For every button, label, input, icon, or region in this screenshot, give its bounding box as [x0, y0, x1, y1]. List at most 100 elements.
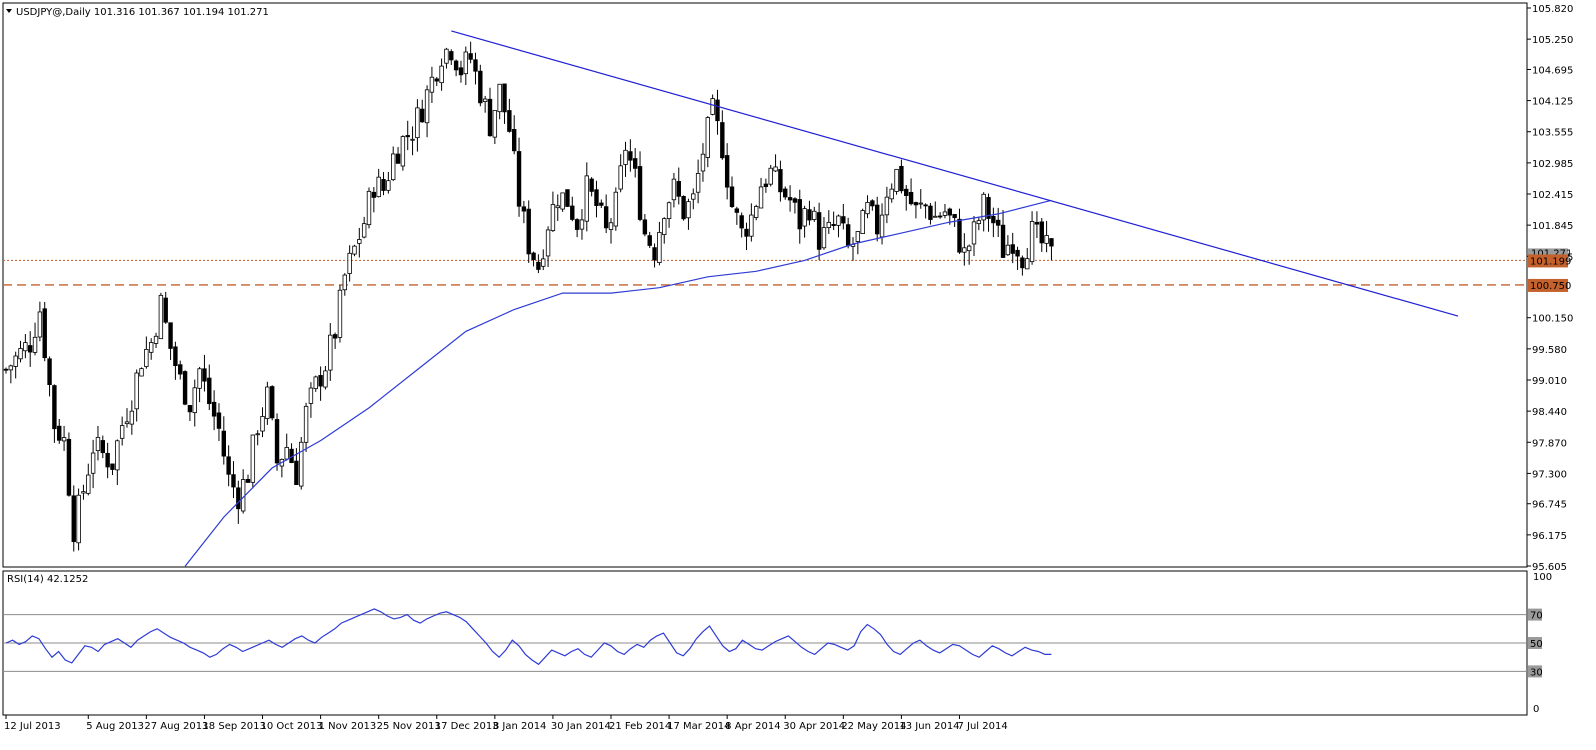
- rsi-line: [5, 608, 1052, 666]
- x-tick-label: 7 Jul 2014: [957, 721, 1007, 732]
- candle-bull: [139, 368, 144, 377]
- candle-bull: [976, 220, 982, 225]
- candle-bear: [628, 151, 633, 161]
- candle-bull: [37, 311, 43, 338]
- candle-bull: [250, 434, 256, 483]
- candle-bull: [1044, 235, 1049, 244]
- x-tick-label: 25 Nov 2013: [377, 721, 441, 732]
- candle-bear: [875, 204, 880, 235]
- candle-bear: [3, 368, 9, 371]
- candle-bear: [574, 219, 580, 230]
- price-level-label: 100.750: [1530, 281, 1571, 292]
- candle-bull: [366, 190, 372, 226]
- candle-bull: [613, 191, 619, 227]
- candle-bull: [240, 479, 246, 512]
- candle-bull: [8, 365, 14, 371]
- candle-bull: [342, 274, 347, 291]
- price-y-tick-label: 102.415: [1532, 190, 1573, 201]
- candle-bear: [952, 214, 957, 219]
- price-y-tick-label: 95.605: [1532, 562, 1567, 573]
- candle-bear: [531, 252, 536, 260]
- candle-bull: [705, 117, 710, 158]
- candle-bear: [182, 371, 188, 405]
- candle-bull: [482, 98, 488, 102]
- candle-bear: [603, 206, 609, 229]
- candle-bear: [1049, 238, 1054, 247]
- candle-bear: [841, 216, 846, 224]
- candle-bear: [163, 297, 168, 323]
- dropdown-triangle-icon: [6, 9, 12, 13]
- candle-bull: [357, 239, 362, 244]
- candle-bull: [579, 219, 585, 230]
- candle-bull: [860, 210, 865, 235]
- candle-bull: [710, 98, 715, 115]
- candle-bull: [918, 202, 923, 205]
- candle-bull: [95, 436, 101, 452]
- candle-bear: [928, 205, 933, 220]
- x-tick-label: 30 Apr 2014: [783, 721, 845, 732]
- candle-bear: [1015, 249, 1020, 257]
- x-tick-label: 27 Aug 2013: [144, 721, 208, 732]
- candle-bear: [453, 60, 459, 71]
- x-tick-label: 8 Jan 2014: [493, 721, 547, 732]
- candle-bear: [66, 438, 72, 496]
- candle-bear: [913, 202, 919, 206]
- candle-bear: [236, 487, 241, 510]
- candle-bear: [371, 191, 377, 198]
- candle-bear: [381, 179, 386, 191]
- candle-bull: [691, 193, 696, 200]
- candle-bear: [187, 405, 193, 413]
- candle-bull: [879, 214, 885, 238]
- price-level-tag: [1528, 254, 1568, 268]
- candle-bear: [512, 129, 517, 152]
- rsi-title: RSI(14) 42.1252: [7, 574, 88, 585]
- price-y-tick-label: 97.870: [1532, 438, 1567, 449]
- candle-bull: [148, 342, 154, 353]
- candle-bull: [662, 218, 667, 236]
- price-y-tick-label: 98.440: [1532, 407, 1567, 418]
- candle-bear: [996, 219, 1001, 226]
- candle-bull: [463, 51, 468, 75]
- candle-bull: [971, 221, 977, 245]
- candle-bear: [521, 206, 527, 212]
- price-y-tick-label: 99.580: [1532, 345, 1567, 356]
- candle-bull: [352, 245, 357, 255]
- candle-bull: [308, 387, 314, 404]
- candle-bear: [458, 67, 464, 76]
- candle-bull: [671, 178, 677, 201]
- candle-bear: [168, 322, 173, 349]
- price-y-tick-label: 100.150: [1532, 314, 1573, 325]
- candle-bull: [23, 342, 28, 352]
- rsi-level-tag: [1528, 665, 1542, 678]
- candle-bear: [536, 261, 541, 270]
- candle-bear: [395, 153, 401, 164]
- candle-bear: [1020, 257, 1025, 269]
- rsi-plot-area: [3, 608, 1527, 672]
- candle-bear: [729, 186, 735, 208]
- x-tick-label: 12 Jul 2013: [4, 721, 61, 732]
- candle-bull: [255, 433, 260, 436]
- candle-bull: [768, 167, 773, 185]
- candle-bear: [778, 169, 783, 193]
- candle-bear: [816, 212, 822, 250]
- rsi-level-tag: [1528, 637, 1542, 649]
- candle-bear: [986, 197, 991, 219]
- price-y-tick-label: 105.250: [1532, 35, 1573, 46]
- candle-bull: [347, 252, 352, 274]
- candle-bull: [124, 421, 130, 425]
- candle-bull: [18, 348, 23, 360]
- price-y-tick-label: 105.820: [1532, 4, 1573, 15]
- candle-bull: [981, 193, 986, 221]
- candle-bull: [265, 386, 270, 419]
- candle-bear: [1010, 244, 1015, 254]
- candle-bear: [647, 235, 652, 246]
- candle-bear: [783, 188, 788, 198]
- candle-bear: [797, 199, 802, 230]
- candle-bear: [787, 197, 793, 201]
- candle-bear: [739, 215, 744, 229]
- candle-bear: [434, 78, 439, 82]
- candle-bull: [81, 491, 86, 494]
- candle-bear: [594, 189, 599, 206]
- candle-bull: [284, 447, 289, 460]
